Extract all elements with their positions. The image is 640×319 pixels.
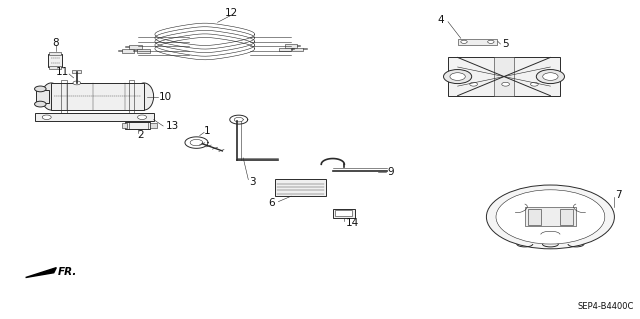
- Bar: [275, 179, 326, 196]
- Circle shape: [496, 190, 605, 244]
- Bar: [528, 209, 541, 225]
- Circle shape: [461, 40, 467, 43]
- Bar: [129, 45, 142, 49]
- Text: 11: 11: [56, 67, 69, 78]
- Circle shape: [543, 73, 558, 80]
- Circle shape: [486, 185, 614, 249]
- Bar: [48, 54, 62, 67]
- Bar: [61, 80, 67, 113]
- Text: 13: 13: [166, 121, 179, 131]
- Bar: [122, 49, 134, 53]
- Circle shape: [502, 82, 509, 86]
- Text: 2: 2: [138, 130, 144, 140]
- Bar: [335, 210, 352, 216]
- Circle shape: [73, 81, 81, 85]
- Bar: [494, 57, 514, 96]
- Bar: [448, 57, 560, 96]
- Bar: [72, 70, 81, 73]
- Text: 4: 4: [437, 15, 444, 25]
- Text: 1: 1: [204, 126, 210, 136]
- Text: 8: 8: [52, 38, 59, 48]
- Text: 3: 3: [250, 177, 256, 187]
- Bar: [333, 209, 355, 218]
- Bar: [292, 48, 303, 51]
- Circle shape: [444, 70, 472, 84]
- Text: FR.: FR.: [58, 267, 77, 277]
- Bar: [285, 44, 297, 48]
- Text: 9: 9: [387, 167, 394, 177]
- Bar: [49, 52, 61, 55]
- Circle shape: [470, 82, 477, 86]
- Polygon shape: [26, 268, 56, 278]
- Bar: [560, 209, 573, 225]
- Circle shape: [488, 40, 494, 43]
- Bar: [137, 49, 150, 53]
- Bar: [125, 122, 150, 129]
- Text: 14: 14: [346, 218, 358, 228]
- Circle shape: [42, 115, 51, 120]
- Circle shape: [138, 115, 147, 120]
- Ellipse shape: [134, 83, 154, 110]
- Bar: [150, 123, 157, 128]
- Bar: [279, 48, 291, 51]
- Circle shape: [531, 82, 538, 86]
- Bar: [129, 80, 134, 113]
- Bar: [122, 123, 127, 128]
- Bar: [36, 90, 49, 103]
- Ellipse shape: [42, 83, 61, 110]
- Bar: [35, 113, 154, 121]
- Bar: [458, 39, 497, 45]
- Text: 12: 12: [225, 8, 238, 18]
- Circle shape: [450, 73, 465, 80]
- Text: 7: 7: [615, 189, 621, 200]
- Bar: [49, 66, 61, 69]
- Circle shape: [536, 70, 564, 84]
- Text: 10: 10: [159, 92, 172, 102]
- Text: 6: 6: [269, 197, 275, 208]
- Bar: [51, 83, 144, 110]
- Ellipse shape: [35, 86, 46, 92]
- Text: SEP4-B4400C: SEP4-B4400C: [577, 302, 634, 311]
- Bar: [525, 207, 576, 226]
- Ellipse shape: [35, 101, 46, 107]
- Text: 5: 5: [502, 39, 509, 49]
